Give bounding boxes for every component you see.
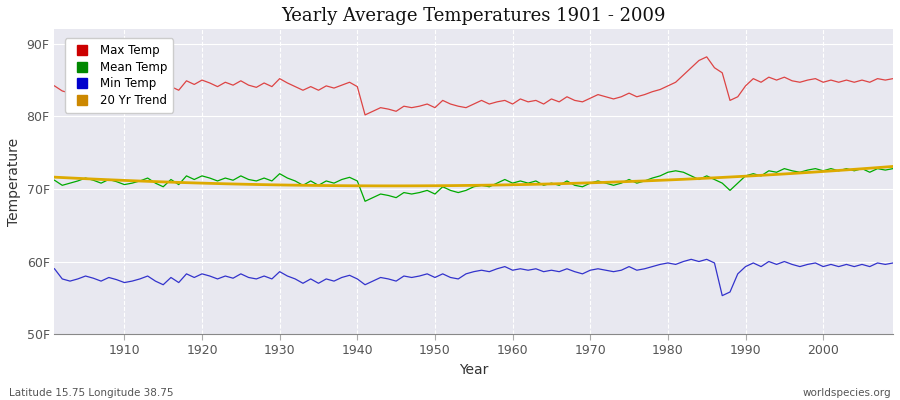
- Y-axis label: Temperature: Temperature: [7, 138, 21, 226]
- Title: Yearly Average Temperatures 1901 - 2009: Yearly Average Temperatures 1901 - 2009: [282, 7, 666, 25]
- Legend: Max Temp, Mean Temp, Min Temp, 20 Yr Trend: Max Temp, Mean Temp, Min Temp, 20 Yr Tre…: [65, 38, 174, 113]
- Text: Latitude 15.75 Longitude 38.75: Latitude 15.75 Longitude 38.75: [9, 388, 174, 398]
- X-axis label: Year: Year: [459, 363, 489, 377]
- Text: worldspecies.org: worldspecies.org: [803, 388, 891, 398]
